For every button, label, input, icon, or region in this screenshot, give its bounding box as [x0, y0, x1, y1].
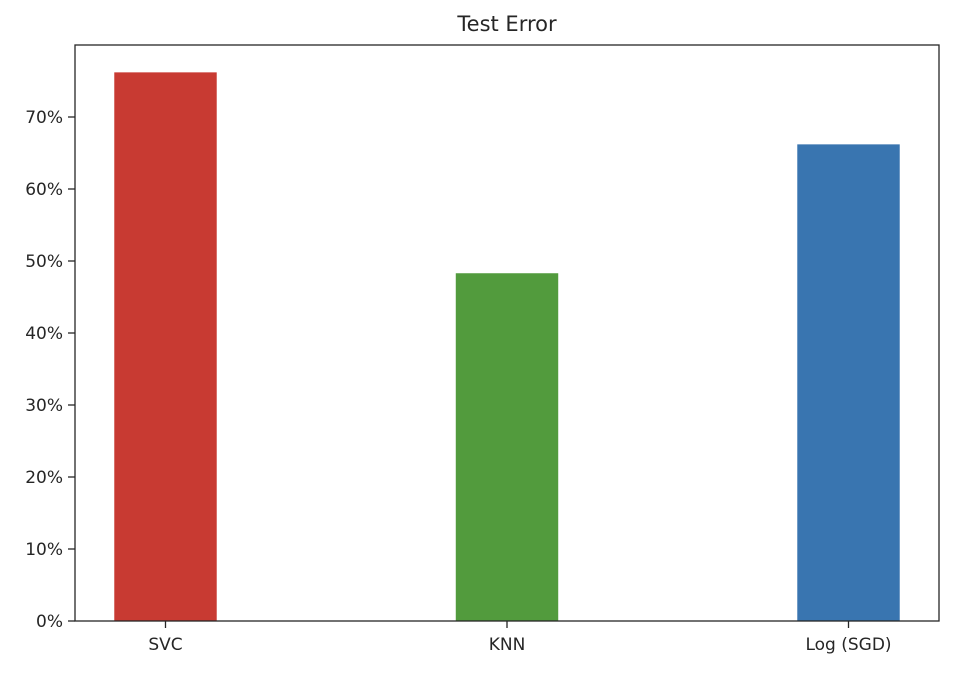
x-tick-label: Log (SGD) — [805, 635, 891, 655]
bar-log-sgd — [797, 144, 900, 622]
y-tick-label: 10% — [25, 540, 63, 560]
plot-frame — [74, 44, 940, 622]
y-tick-label: 20% — [25, 468, 63, 488]
y-tick-label: 70% — [25, 108, 63, 128]
x-axis: SVC KNN Log (SGD) — [148, 621, 892, 655]
x-tick-label: SVC — [148, 635, 182, 655]
y-tick-label: 40% — [25, 324, 63, 344]
y-tick-label: 30% — [25, 396, 63, 416]
y-axis: 0% 10% 20% 30% 40% 50% 60% 70% — [25, 108, 75, 632]
y-tick-label: 0% — [36, 612, 63, 632]
bars-group — [114, 72, 900, 622]
bar-knn — [455, 273, 559, 621]
y-tick-label: 50% — [25, 252, 63, 272]
y-tick-label: 60% — [25, 180, 63, 200]
chart-title: Test Error — [456, 12, 557, 36]
bar-svc — [114, 72, 217, 622]
x-tick-label: KNN — [489, 635, 526, 655]
